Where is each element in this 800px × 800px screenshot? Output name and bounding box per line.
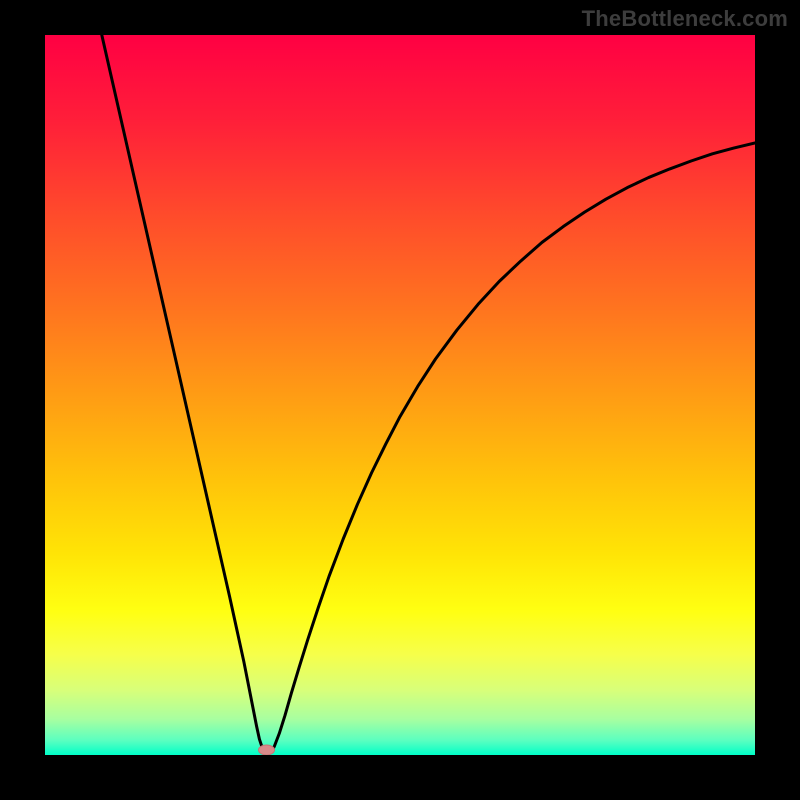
chart-svg [0,0,800,800]
minimum-marker [259,745,275,755]
bottleneck-chart: TheBottleneck.com [0,0,800,800]
plot-background [45,35,755,755]
attribution-text: TheBottleneck.com [582,6,788,32]
